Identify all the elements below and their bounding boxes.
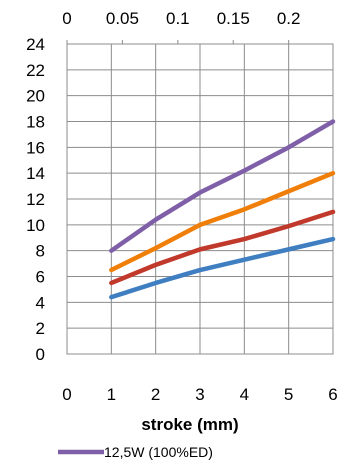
x-tick-label: 6	[328, 385, 337, 404]
secondary-x-tick-label: 0.1	[166, 9, 190, 28]
x-tick-label: 1	[107, 385, 116, 404]
x-tick-label: 5	[284, 385, 293, 404]
series-line-4	[109, 236, 336, 300]
series-line-2	[109, 170, 336, 273]
series-lines	[109, 119, 336, 300]
secondary-x-tick-label: 0.15	[217, 9, 250, 28]
x-axis-title: stroke (mm)	[141, 415, 238, 434]
y-tick-label: 0	[36, 345, 45, 364]
x-tick-label: 4	[240, 385, 249, 404]
x-tick-label: 0	[62, 385, 71, 404]
secondary-x-tick-label: 0.05	[106, 9, 139, 28]
series-line-3	[109, 209, 336, 286]
plot-frame	[66, 43, 334, 355]
y-tick-label: 20	[26, 87, 45, 106]
y-tick-label: 18	[26, 113, 45, 132]
legend: 12,5W (100%ED)	[58, 444, 213, 460]
secondary-x-tick-label: 0	[62, 9, 71, 28]
y-tick-label: 16	[26, 138, 45, 157]
y-tick-label: 24	[26, 35, 45, 54]
x-tick-label: 2	[151, 385, 160, 404]
series-line-1	[109, 119, 336, 253]
legend-label: 12,5W (100%ED)	[104, 444, 213, 460]
y-tick-label: 12	[26, 190, 45, 209]
y-tick-label: 4	[36, 293, 45, 312]
plot-grid	[66, 43, 334, 355]
y-tick-label: 14	[26, 164, 45, 183]
y-tick-label: 2	[36, 319, 45, 338]
secondary-x-tick-label: 0.2	[277, 9, 301, 28]
y-tick-label: 6	[36, 268, 45, 287]
y-tick-label: 10	[26, 216, 45, 235]
y-tick-label: 22	[26, 61, 45, 80]
x-axis-tick-labels: 0 1 2 3 4 5 6	[62, 385, 337, 404]
secondary-x-axis-tick-labels: 0 0.05 0.1 0.15 0.2	[62, 9, 300, 44]
x-tick-label: 3	[195, 385, 204, 404]
y-tick-label: 8	[36, 242, 45, 261]
